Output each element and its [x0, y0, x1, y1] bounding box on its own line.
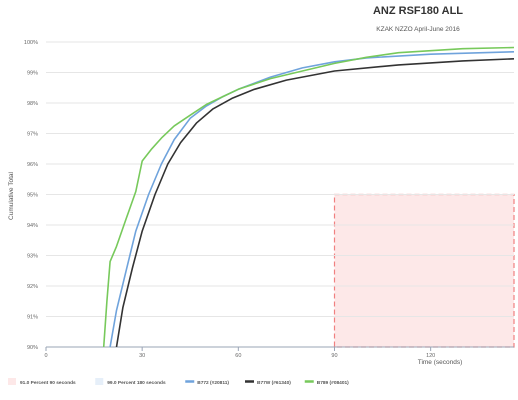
series-line-1: [115, 58, 514, 347]
legend-label: 91.0 Percent 90 seconds: [20, 380, 76, 386]
y-tick-label: 99%: [27, 71, 38, 77]
y-tick-label: 100%: [24, 40, 38, 46]
series-lines: [102, 46, 514, 347]
x-tick-label: 0: [44, 353, 47, 359]
legend-label: 99.0 Percent 180 seconds: [107, 380, 166, 386]
y-tick-label: 96%: [27, 162, 38, 168]
axes: 0 30 60 90 120: [44, 346, 514, 359]
x-tick-label: 120: [426, 353, 435, 359]
legend-label: B789 (#08401): [317, 380, 349, 386]
series-line-2: [102, 46, 514, 347]
y-tick-label: 98%: [27, 101, 38, 107]
x-axis-label: Time (seconds): [418, 359, 463, 366]
x-tick-label: 30: [139, 353, 145, 359]
y-tick-label: 91%: [27, 315, 38, 321]
legend-label: B772 (#20811): [197, 380, 229, 386]
shaded-region-layer: [333, 193, 515, 348]
threshold-region: [333, 193, 515, 348]
y-axis-label: Cumulative Total: [8, 171, 15, 219]
legend: 91.0 Percent 90 seconds 99.0 Percent 180 …: [8, 378, 349, 386]
x-tick-label: 90: [331, 353, 337, 359]
y-tick-label: 90%: [27, 345, 38, 351]
chart-title: ANZ RSF180 ALL: [373, 5, 463, 17]
legend-label: B77W (#61340): [257, 380, 291, 386]
legend-swatch: [95, 378, 104, 385]
legend-swatch: [8, 378, 16, 385]
y-tick-label: 94%: [27, 223, 38, 229]
y-tick-label: 95%: [27, 193, 38, 199]
chart-subtitle: KZAK NZZO April-June 2016: [376, 26, 460, 33]
series-line-0: [109, 51, 514, 347]
y-tick-label: 92%: [27, 284, 38, 290]
y-tick-label: 97%: [27, 132, 38, 138]
x-tick-label: 60: [235, 353, 241, 359]
y-tick-label: 93%: [27, 254, 38, 260]
